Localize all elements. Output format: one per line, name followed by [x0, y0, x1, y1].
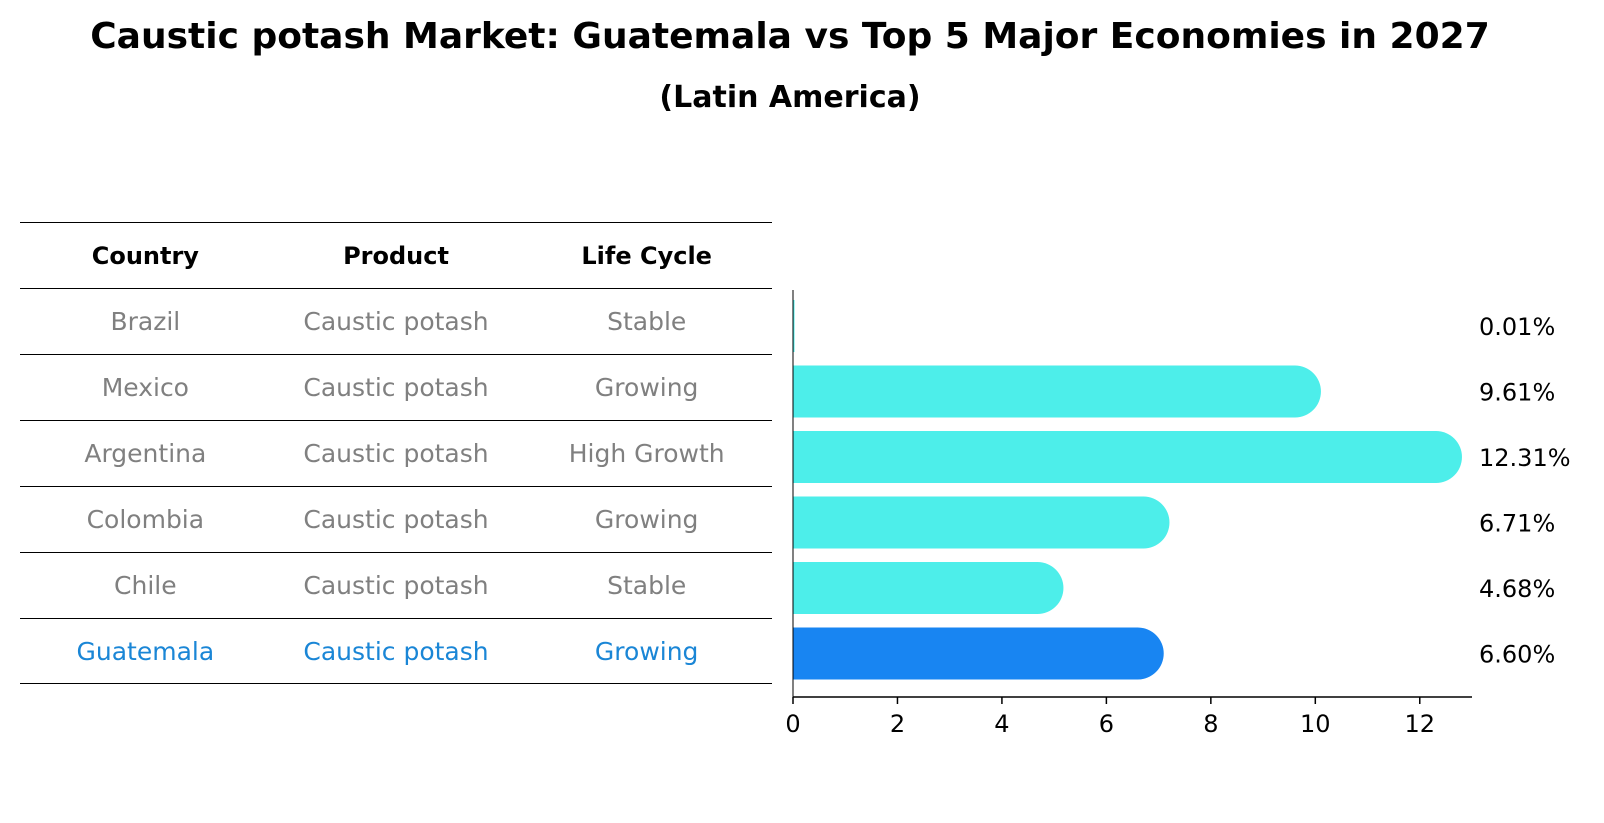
table-row-highlight: Guatemala Caustic potash Growing [20, 618, 772, 684]
header-product: Product [343, 241, 449, 270]
x-tick-label: 8 [1203, 710, 1218, 738]
cell-country: Guatemala [76, 636, 215, 666]
header-life-cycle: Life Cycle [581, 241, 712, 270]
header-country: Country [91, 241, 199, 270]
cell-product: Caustic potash [303, 505, 489, 534]
x-tick-label: 4 [994, 710, 1009, 738]
data-label-colombia: 6.71% [1479, 510, 1555, 538]
cell-country: Colombia [86, 505, 205, 534]
data-label-brazil: 0.01% [1479, 313, 1555, 341]
table-header-row: Country Product Life Cycle [20, 222, 772, 288]
table-row: Chile Caustic potash Stable [20, 552, 772, 618]
data-label-guatemala: 6.60% [1479, 641, 1555, 669]
cell-product: Caustic potash [303, 307, 489, 336]
cell-life-cycle: High Growth [568, 439, 725, 468]
data-label-argentina: 12.31% [1479, 444, 1571, 472]
cell-product: Caustic potash [303, 439, 489, 468]
x-tick-label: 0 [785, 710, 800, 738]
cell-country: Mexico [101, 373, 189, 402]
bar-chile [793, 562, 1064, 614]
chart-title: Caustic potash Market: Guatemala vs Top … [90, 16, 1490, 57]
bar-argentina [793, 431, 1462, 483]
country-table: Country Product Life Cycle Brazil Causti… [20, 222, 772, 684]
table-row: Argentina Caustic potash High Growth [20, 420, 772, 486]
x-tick-label: 12 [1404, 710, 1435, 738]
bar-colombia [793, 496, 1170, 549]
cell-life-cycle: Growing [594, 636, 699, 666]
cell-country: Chile [114, 571, 177, 600]
bar-brazil [793, 300, 795, 352]
cell-life-cycle: Growing [594, 373, 699, 402]
cell-life-cycle: Stable [607, 307, 687, 336]
bar-guatemala [793, 627, 1164, 680]
table-row: Brazil Caustic potash Stable [20, 288, 772, 354]
chart-subtitle: (Latin America) [659, 80, 921, 115]
data-label-mexico: 9.61% [1479, 379, 1555, 407]
cell-country: Argentina [84, 439, 207, 468]
x-tick-label: 10 [1300, 710, 1331, 738]
cell-product: Caustic potash [303, 636, 489, 666]
cell-product: Caustic potash [303, 373, 489, 402]
cell-life-cycle: Stable [607, 571, 687, 600]
table-row: Colombia Caustic potash Growing [20, 486, 772, 552]
table-row: Mexico Caustic potash Growing [20, 354, 772, 420]
x-tick-label: 2 [890, 710, 905, 738]
data-label-chile: 4.68% [1479, 575, 1555, 603]
cell-life-cycle: Growing [594, 505, 699, 534]
cell-country: Brazil [110, 307, 181, 336]
x-tick-label: 6 [1099, 710, 1114, 738]
cell-product: Caustic potash [303, 571, 489, 600]
bar-mexico [793, 365, 1321, 418]
